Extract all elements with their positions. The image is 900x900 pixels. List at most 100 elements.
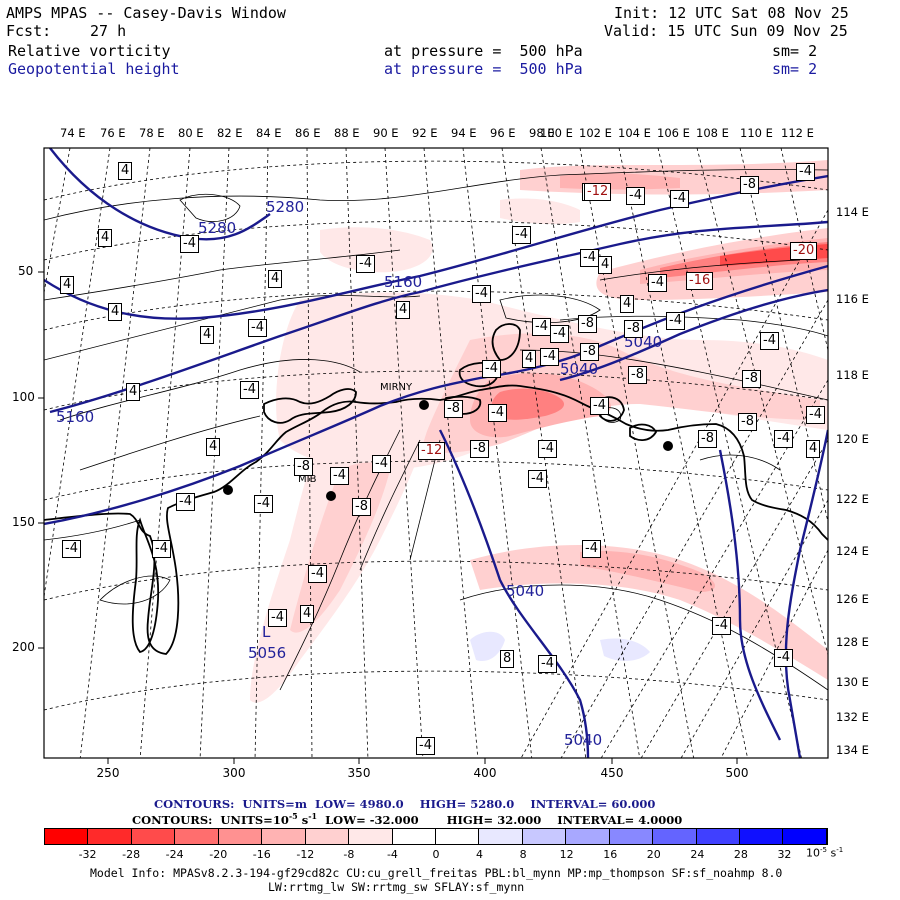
lon-label: 82 E (217, 126, 243, 140)
lon-label: 116 E (836, 292, 869, 306)
lon-label: 80 E (178, 126, 204, 140)
field2-smoothing: sm= 2 (772, 60, 818, 78)
model-info-line2: LW:rrtmg_lw SW:rrtmg_sw SFLAY:sf_mynn (268, 880, 525, 894)
y-tick-label: 200 (12, 640, 35, 654)
colorbar-swatch (218, 829, 263, 844)
lon-label: 102 E (579, 126, 612, 140)
init-time: Init: 12 UTC Sat 08 Nov 25 (614, 4, 849, 22)
colorbar-tick-label: -20 (209, 848, 228, 861)
field2-name: Geopotential height (8, 60, 180, 78)
lon-label: 124 E (836, 544, 869, 558)
colorbar-unit: 10-5 s-1 (806, 846, 843, 860)
colorbar-tick-label: -24 (165, 848, 184, 861)
contour-units-s: s (297, 812, 309, 827)
lon-label: 134 E (836, 743, 869, 757)
contour-low: 4980.0 (359, 797, 404, 811)
contour-interval: 60.000 (611, 797, 656, 811)
field1-smoothing: sm= 2 (772, 42, 818, 60)
field1-name: Relative vorticity (8, 42, 171, 60)
colorbar-tick-label: 28 (733, 848, 748, 861)
lon-label: 132 E (836, 710, 869, 724)
lon-label: 86 E (295, 126, 321, 140)
station-dot (223, 485, 233, 495)
field2-pressure: at pressure = 500 hPa (384, 60, 583, 78)
vort-shade (320, 227, 433, 273)
lon-label: 92 E (412, 126, 438, 140)
forecast-hour: 27 h (90, 22, 127, 40)
field1-pressure: at pressure = 500 hPa (384, 42, 583, 60)
lon-label: 104 E (618, 126, 651, 140)
lon-label: 122 E (836, 492, 869, 506)
lon-label: 90 E (373, 126, 399, 140)
vorticity-shading (250, 160, 828, 703)
colorbar-swatch (131, 829, 176, 844)
vort-shade-positive (470, 631, 505, 662)
unit-exponent: -1 (308, 811, 318, 821)
axis-ticks (38, 271, 738, 764)
station-label-mib: MIB (298, 474, 317, 485)
contour-high: 5280.0 (470, 797, 515, 811)
colorbar-swatch (566, 829, 610, 844)
lon-label: 128 E (836, 635, 869, 649)
x-tick-label: 350 (347, 766, 371, 780)
map-title: AMPS MPAS -- Casey-Davis Window (6, 4, 286, 22)
x-tick-label: 450 (600, 766, 624, 780)
vort-shade (580, 550, 715, 592)
vort-shade (500, 198, 580, 225)
lon-label: 106 E (657, 126, 690, 140)
colorbar-swatch (740, 829, 784, 844)
station-dot (419, 400, 429, 410)
forecast-label: Fcst: (6, 22, 52, 40)
colorbar-swatch (305, 829, 350, 844)
lon-label: 108 E (696, 126, 729, 140)
contour-low-label: LOW= (317, 812, 366, 827)
contour-interval: 4.0000 (638, 812, 683, 827)
y-tick-label: 100 (12, 390, 35, 404)
x-tick-label: 300 (222, 766, 246, 780)
colorbar-tick-label: 24 (690, 848, 705, 861)
colorbar-swatch (88, 829, 132, 844)
colorbar-tick-label: -4 (386, 848, 398, 861)
colorbar-swatch (175, 829, 219, 844)
colorbar-swatch (609, 829, 654, 844)
unit-exponent: -5 (288, 811, 298, 821)
colorbar-tick-label: 0 (432, 848, 440, 861)
colorbar-tick-label: 12 (559, 848, 574, 861)
lon-label: 120 E (836, 432, 869, 446)
y-tick-label: 50 (18, 264, 34, 278)
colorbar-swatch (696, 829, 740, 844)
lon-label: 96 E (490, 126, 516, 140)
colorbar-tick-label: 4 (476, 848, 484, 861)
colorbar-tick-label: 8 (519, 848, 527, 861)
lon-label: 114 E (836, 205, 869, 219)
station-markers (223, 400, 673, 501)
height-contour-info: CONTOURS: UNITS=m LOW= 4980.0 HIGH= 5280… (154, 797, 655, 811)
lon-label: 98 E (529, 126, 555, 140)
colorbar-unit-s: s (826, 846, 837, 860)
colorbar-tick-label: -28 (122, 848, 141, 861)
colorbar (44, 828, 828, 845)
contour-high-label: HIGH= (446, 812, 494, 827)
colorbar-tick-label: -16 (252, 848, 271, 861)
colorbar-swatch (392, 829, 436, 844)
colorbar-swatch (783, 829, 827, 844)
vort-shade (491, 388, 565, 420)
map-frame (43, 147, 829, 759)
vort-shade-positive (600, 638, 650, 661)
lon-label: 112 E (781, 126, 814, 140)
lon-label: 84 E (256, 126, 282, 140)
colorbar-tick-label: 20 (646, 848, 661, 861)
colorbar-unit-exp: -5 (820, 846, 827, 854)
lon-label: 88 E (334, 126, 360, 140)
lon-label: 94 E (451, 126, 477, 140)
contour-units: CONTOURS: UNITS=m LOW= (154, 797, 356, 811)
colorbar-unit-exp2: -1 (836, 846, 844, 854)
colorbar-swatch (262, 829, 306, 844)
contour-interval-label: INTERVAL= (530, 797, 608, 811)
valid-time: Valid: 15 UTC Sun 09 Nov 25 (604, 22, 848, 40)
station-label-mirny: MIRNY (380, 382, 413, 393)
colorbar-swatch (45, 829, 89, 844)
colorbar-swatch (435, 829, 480, 844)
station-dot (326, 491, 336, 501)
